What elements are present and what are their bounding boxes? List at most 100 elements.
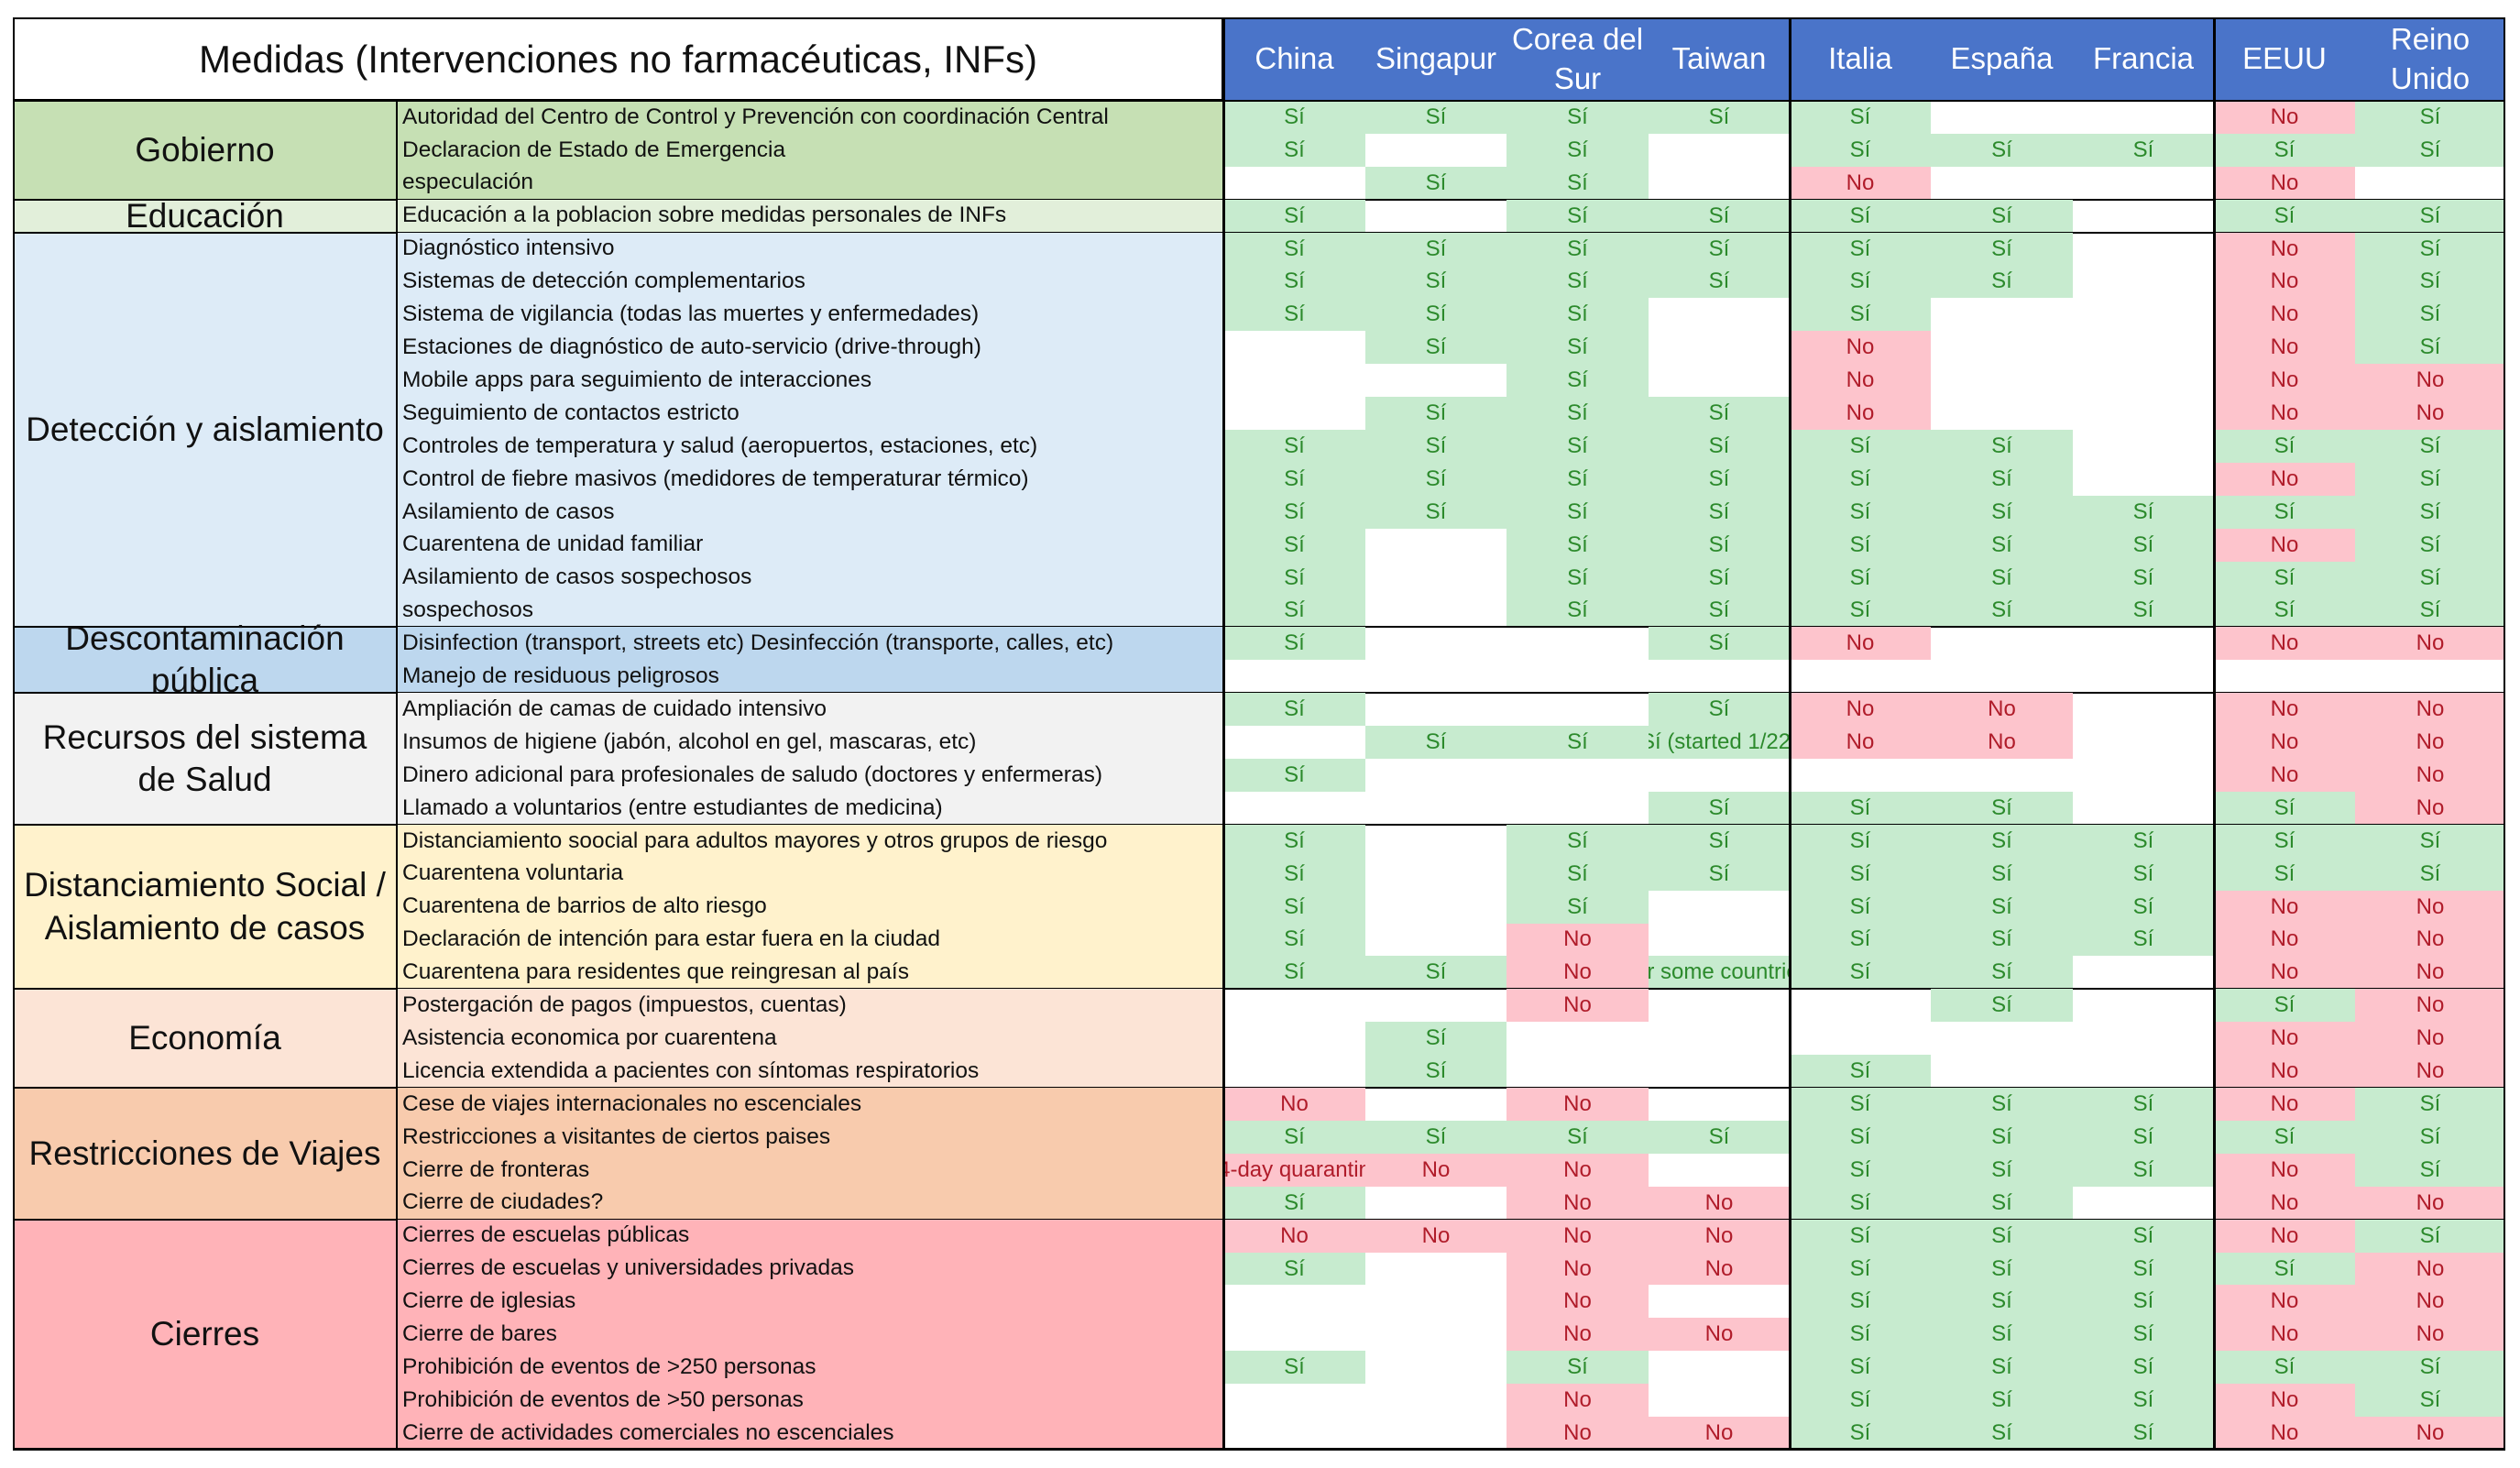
status-cell: No [2214, 1285, 2355, 1319]
category-cell: Educación [13, 197, 397, 235]
status-cell: Sí [2355, 1219, 2505, 1253]
measure-label: Postergación de pagos (impuestos, cuenta… [397, 989, 1223, 1023]
category-divider [13, 1449, 2505, 1451]
status-cell: Sí [1223, 528, 1365, 562]
status-cell: Sí [1790, 561, 1931, 595]
status-cell: Sí [1790, 956, 1931, 990]
status-cell: No [1223, 1088, 1365, 1121]
status-cell: Sí [1931, 1252, 2073, 1286]
status-cell: Sí [2073, 1417, 2214, 1450]
status-cell: Sí [1931, 133, 2073, 167]
status-cell: Sí [1223, 495, 1365, 529]
status-cell: No [2355, 1252, 2505, 1286]
status-cell: No [1507, 1153, 1649, 1187]
status-cell: Sí [1223, 890, 1365, 924]
status-cell: Sí [1790, 594, 1931, 628]
status-cell: No [1365, 1153, 1507, 1187]
status-cell: Sí [1507, 364, 1649, 398]
status-cell: Sí [2355, 594, 2505, 628]
status-cell: No [2214, 1318, 2355, 1352]
status-cell: Sí [2073, 1318, 2214, 1352]
country-header: Francia [2073, 17, 2214, 101]
status-cell: Sí [1649, 627, 1790, 661]
status-cell: Sí [2073, 857, 2214, 891]
status-cell: Sí [1223, 857, 1365, 891]
status-cell: Sí [1507, 726, 1649, 760]
measure-label: Distanciamiento soocial para adultos may… [397, 824, 1223, 858]
measure-label: Asilamiento de casos [397, 495, 1223, 529]
status-cell: No [2214, 166, 2355, 200]
status-cell: No [2355, 1186, 2505, 1220]
status-cell: No [1790, 364, 1931, 398]
measure-label: Asilamiento de casos sospechosos [397, 561, 1223, 595]
status-cell: Sí [2073, 495, 2214, 529]
status-cell: No [2214, 397, 2355, 430]
status-cell: Sí [1649, 594, 1790, 628]
status-cell: No [2355, 890, 2505, 924]
measure-label: Prohibición de eventos de >50 personas [397, 1384, 1223, 1418]
status-cell: Sí [1507, 430, 1649, 463]
status-cell: Sí [1790, 298, 1931, 332]
status-cell: Sí [2214, 791, 2355, 825]
status-cell: Sí [1507, 133, 1649, 167]
status-cell: No [1507, 1417, 1649, 1450]
country-header: Reino Unido [2355, 17, 2505, 101]
status-cell: Sí [2214, 594, 2355, 628]
status-cell: Sí [1223, 956, 1365, 990]
status-cell: Sí [1507, 331, 1649, 365]
status-cell: Sí [2214, 133, 2355, 167]
measure-label: Disinfection (transport, streets etc) De… [397, 627, 1223, 661]
status-cell: No [1507, 1285, 1649, 1319]
status-cell: No [2214, 462, 2355, 496]
status-cell: Sí [1931, 1120, 2073, 1154]
status-cell: Sí [1223, 1120, 1365, 1154]
status-cell: No [2214, 1153, 2355, 1187]
status-cell: No [1649, 1186, 1790, 1220]
measure-label: Cese de viajes internacionales no escenc… [397, 1088, 1223, 1121]
status-cell: No [1790, 726, 1931, 760]
status-cell: Sí [1223, 1351, 1365, 1385]
category-divider [13, 988, 2505, 991]
category-cell: Gobierno [13, 101, 397, 200]
status-cell: Sí [1223, 199, 1365, 233]
status-cell: Sí [2073, 594, 2214, 628]
status-cell: No [2355, 364, 2505, 398]
status-cell: No [2214, 759, 2355, 792]
measures-table: Medidas (Intervenciones no farmacéuticas… [13, 17, 2505, 1451]
status-cell: Sí [1790, 232, 1931, 266]
status-cell: Sí [2355, 265, 2505, 299]
country-header: Taiwan [1649, 17, 1790, 101]
status-cell: Sí [1365, 726, 1507, 760]
status-cell: No [2214, 232, 2355, 266]
status-cell: Sí [2214, 561, 2355, 595]
status-cell: Sí [1931, 561, 2073, 595]
status-cell: Sí [2355, 528, 2505, 562]
status-cell: Sí [1365, 232, 1507, 266]
measure-label: Cierre de actividades comerciales no esc… [397, 1417, 1223, 1450]
category-cell: Detección y aislamiento [13, 232, 397, 628]
status-cell: Sí [2073, 1351, 2214, 1385]
status-cell: Sí [2073, 890, 2214, 924]
table-title: Medidas (Intervenciones no farmacéuticas… [13, 17, 1223, 101]
measure-label: Cuarentena voluntaria [397, 857, 1223, 891]
status-cell: Sí [2355, 430, 2505, 463]
measure-label: Sistema de vigilancia (todas las muertes… [397, 298, 1223, 332]
status-cell: Sí [1790, 1384, 1931, 1418]
status-cell: Sí [1931, 528, 2073, 562]
status-cell: Sí [1649, 101, 1790, 134]
region-divider [1789, 17, 1791, 1450]
status-cell: Sí [1365, 1120, 1507, 1154]
category-cell: Recursos del sistema de Salud [13, 693, 397, 825]
status-cell: Sí [2355, 1153, 2505, 1187]
table-border-bottom [13, 1448, 2505, 1450]
status-cell: Sí [1931, 1351, 2073, 1385]
status-cell: Sí [1790, 1120, 1931, 1154]
status-cell: Sí [1931, 594, 2073, 628]
status-cell: No [1790, 397, 1931, 430]
status-cell: No [2214, 265, 2355, 299]
status-cell: Sí [1223, 101, 1365, 134]
status-cell: No [2355, 726, 2505, 760]
status-cell: Sí [2355, 331, 2505, 365]
status-cell: Sí [1223, 1252, 1365, 1286]
status-cell: Sí [2073, 923, 2214, 957]
